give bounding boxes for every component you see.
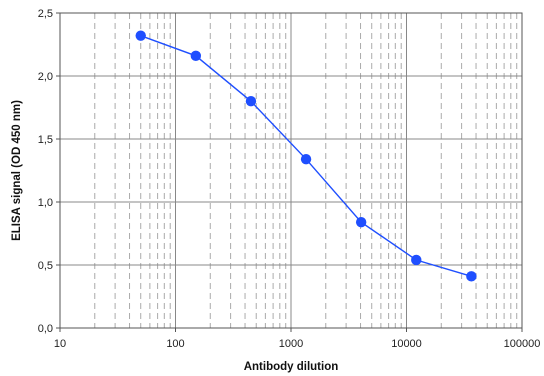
x-tick-label: 100 — [166, 338, 184, 350]
x-axis-ticks: 10 100 1000 10000 100000 — [54, 328, 540, 350]
y-tick-label: 1,0 — [38, 197, 53, 209]
y-tick-label: 0,5 — [38, 260, 53, 272]
data-series — [135, 30, 477, 282]
y-tick-label: 1,5 — [38, 134, 53, 146]
grid — [60, 13, 522, 328]
x-tick-label: 10 — [54, 338, 66, 350]
data-point — [411, 254, 422, 266]
data-point — [135, 30, 146, 41]
data-point — [245, 96, 257, 107]
x-tick-label: 10000 — [391, 338, 422, 350]
y-tick-label: 2,5 — [38, 8, 53, 20]
data-point — [300, 153, 312, 165]
y-axis-ticks: 0,0 0,5 1,0 1,5 2,0 2,5 — [38, 8, 60, 335]
y-tick-label: 2,0 — [38, 71, 53, 83]
x-axis-title: Antibody dilution — [244, 361, 339, 373]
data-point — [466, 271, 477, 282]
y-tick-label: 0,0 — [38, 323, 53, 335]
data-point — [355, 216, 367, 228]
y-axis-title: ELISA signal (OD 450 nm) — [11, 100, 23, 241]
data-point — [190, 50, 202, 62]
x-tick-label: 1000 — [279, 338, 303, 350]
x-tick-label: 100000 — [504, 338, 541, 350]
